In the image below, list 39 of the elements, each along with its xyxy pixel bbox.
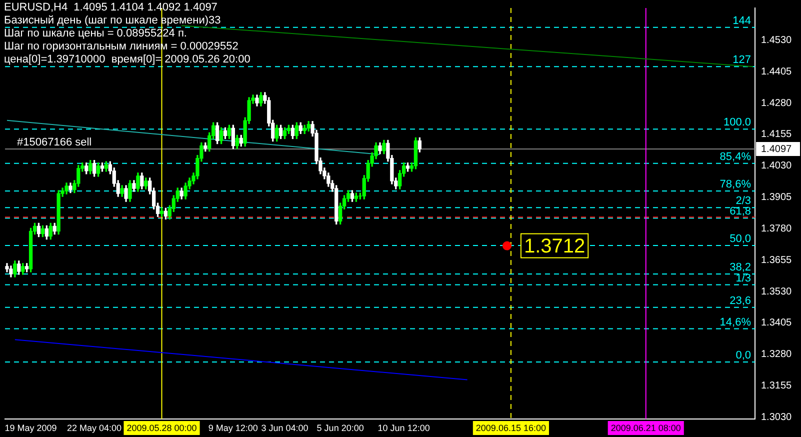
x-tick-label: 3 Jun 04:00 — [261, 422, 308, 433]
annotation: 1.3712 — [524, 235, 586, 258]
ref-line-label: #15067166 sell — [17, 136, 92, 149]
y-tick-label: 1.4155 — [761, 129, 792, 140]
y-tick-label: 1.4405 — [761, 66, 792, 78]
annotation: 50,0 — [730, 233, 751, 246]
annotation: 127 — [732, 54, 751, 66]
x-tick-label: 2009.06.21 08:00 — [610, 422, 681, 433]
annotation: 2/3 — [736, 195, 751, 208]
x-tick-label: 22 May 04:00 — [67, 422, 122, 433]
y-tick-label: 1.3530 — [761, 286, 792, 298]
y-tick-label: 1.3780 — [761, 223, 792, 234]
y-tick-label: 1.4097 — [761, 144, 792, 155]
annotation: 23,6 — [730, 294, 751, 307]
y-tick-label: 1.3905 — [761, 192, 792, 204]
annotation: 61,8 — [730, 206, 751, 218]
x-tick-label: 19 May 2009 — [4, 422, 57, 433]
y-tick-label: 1.3405 — [761, 318, 792, 329]
y-tick-label: 1.3155 — [761, 380, 792, 392]
annotation: 78,6% — [720, 178, 752, 191]
x-tick-label: 9 May 12:00 — [208, 422, 258, 433]
x-tick-label: 5 Jun 20:00 — [316, 422, 364, 433]
y-tick-label: 1.3655 — [761, 254, 792, 266]
y-tick-label: 1.3030 — [761, 412, 792, 423]
annotation: 100.0 — [723, 116, 751, 129]
y-tick-label: 1.4030 — [761, 160, 792, 172]
x-tick-label: 10 Jun 12:00 — [378, 422, 430, 433]
annotation: 85,4% — [720, 150, 752, 163]
annotation: 14,6% — [720, 316, 752, 328]
annotation: 38,2 — [730, 261, 751, 274]
y-tick-label: 1.4280 — [761, 98, 792, 109]
x-tick-label: 2009.05.28 00:00 — [126, 422, 197, 433]
annotation: цена[0]=1.39710000 время[0]= 2009.05.26 20:00 — [4, 54, 250, 66]
annotation: 0,0 — [736, 349, 751, 362]
y-tick-label: 1.4530 — [761, 34, 792, 46]
annotation: EURUSD,H4 1.4095 1.4104 1.4092 1.4097 — [4, 2, 218, 14]
y-tick-label: 1.3280 — [761, 349, 792, 360]
x-tick-label: 2009.06.15 16:00 — [476, 422, 546, 433]
annotation: 144 — [732, 14, 751, 27]
